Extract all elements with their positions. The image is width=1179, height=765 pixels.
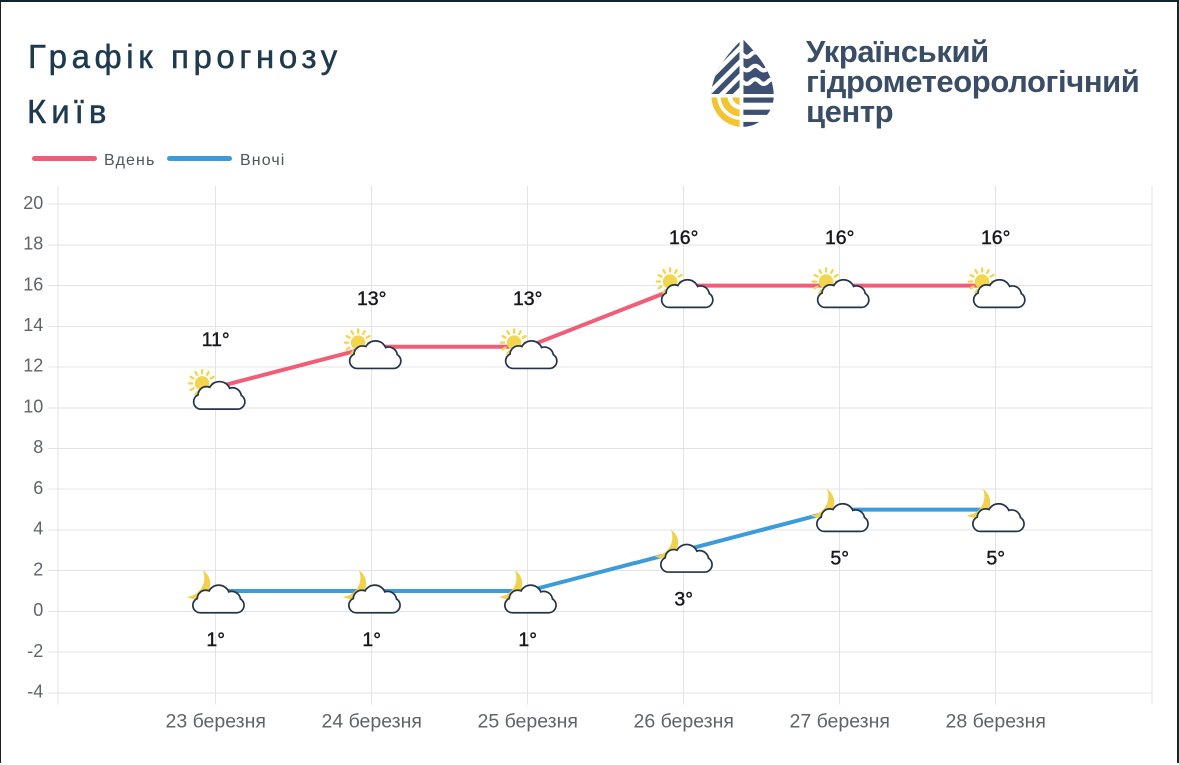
svg-text:13°: 13° xyxy=(513,288,543,310)
svg-text:1°: 1° xyxy=(362,629,381,651)
svg-text:16°: 16° xyxy=(825,227,855,249)
svg-text:25 березня: 25 березня xyxy=(477,711,577,733)
svg-text:23 березня: 23 березня xyxy=(165,711,265,733)
svg-text:10: 10 xyxy=(23,397,43,417)
svg-text:26 березня: 26 березня xyxy=(633,711,733,733)
svg-text:-2: -2 xyxy=(27,641,43,661)
svg-text:-4: -4 xyxy=(27,682,43,702)
svg-text:20: 20 xyxy=(23,193,43,213)
svg-text:5°: 5° xyxy=(986,548,1005,570)
svg-text:27 березня: 27 березня xyxy=(789,711,889,733)
svg-text:16: 16 xyxy=(23,274,43,294)
svg-text:4: 4 xyxy=(33,519,43,539)
svg-text:0: 0 xyxy=(33,600,43,620)
svg-text:1°: 1° xyxy=(518,629,537,651)
svg-text:14: 14 xyxy=(23,315,43,335)
svg-text:6: 6 xyxy=(33,478,43,498)
svg-text:28 березня: 28 березня xyxy=(945,711,1045,733)
svg-text:16°: 16° xyxy=(981,227,1011,249)
svg-text:5°: 5° xyxy=(830,548,849,570)
svg-text:3°: 3° xyxy=(674,588,693,610)
svg-text:24 березня: 24 березня xyxy=(321,711,421,733)
svg-text:16°: 16° xyxy=(669,227,699,249)
svg-text:11°: 11° xyxy=(202,329,230,351)
svg-text:8: 8 xyxy=(33,437,43,457)
svg-text:2: 2 xyxy=(33,559,43,579)
svg-text:18: 18 xyxy=(23,234,43,254)
svg-text:12: 12 xyxy=(23,356,43,376)
svg-text:13°: 13° xyxy=(357,288,387,310)
svg-text:1°: 1° xyxy=(206,629,225,651)
